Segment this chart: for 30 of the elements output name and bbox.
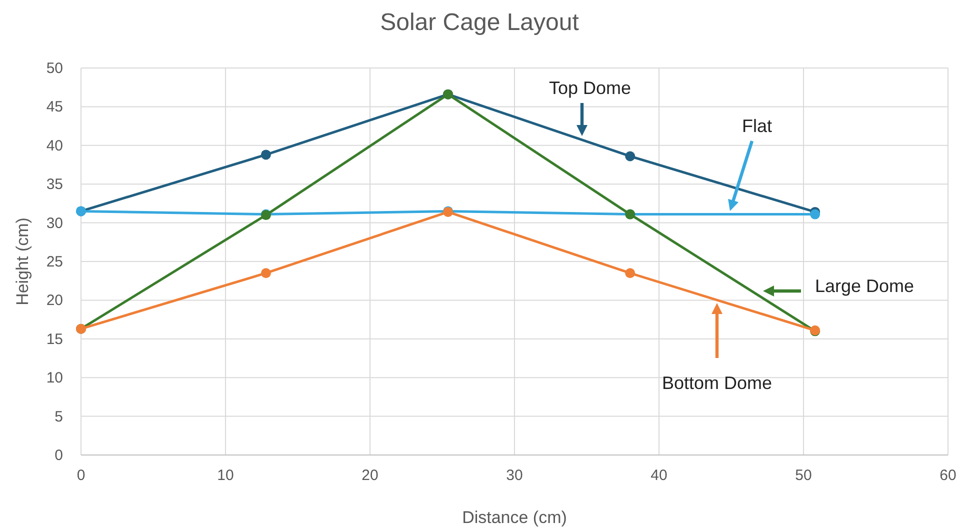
point — [625, 268, 636, 278]
annotation: Top Dome — [548, 78, 632, 98]
x-tick-label: 50 — [795, 467, 812, 484]
y-tick-label: 15 — [46, 330, 63, 348]
x-tick-label: 30 — [506, 467, 523, 484]
annotation: Flat — [742, 116, 772, 136]
point — [260, 268, 271, 278]
y-tick-label: 20 — [46, 292, 63, 310]
y-tick-label: 0 — [54, 447, 63, 464]
y-tick-label: 30 — [46, 214, 63, 232]
x-axis-title: Distance (cm) — [462, 508, 567, 527]
x-tick-label: 0 — [76, 467, 86, 484]
y-tick-label: 35 — [46, 176, 63, 194]
annotation: Bottom Dome — [662, 373, 772, 393]
y-tick-label: 25 — [46, 254, 63, 270]
point — [810, 209, 820, 220]
x-tick-label: 60 — [940, 467, 956, 484]
y-tick-label: 45 — [46, 98, 63, 116]
chart-title: Solar Cage Layout — [380, 9, 580, 36]
y-axis-title: Height (cm) — [13, 218, 32, 306]
y-tick-label: 10 — [46, 370, 63, 387]
y-tick-label: 5 — [54, 408, 63, 426]
x-tick-label: 40 — [650, 467, 668, 484]
point — [625, 151, 636, 162]
annotation: Large Dome — [815, 276, 914, 296]
x-tick-label: 10 — [217, 467, 234, 484]
y-tick-label: 50 — [46, 60, 63, 77]
point — [260, 150, 271, 160]
x-tick-label: 20 — [362, 467, 378, 484]
y-tick-label: 40 — [46, 137, 63, 154]
